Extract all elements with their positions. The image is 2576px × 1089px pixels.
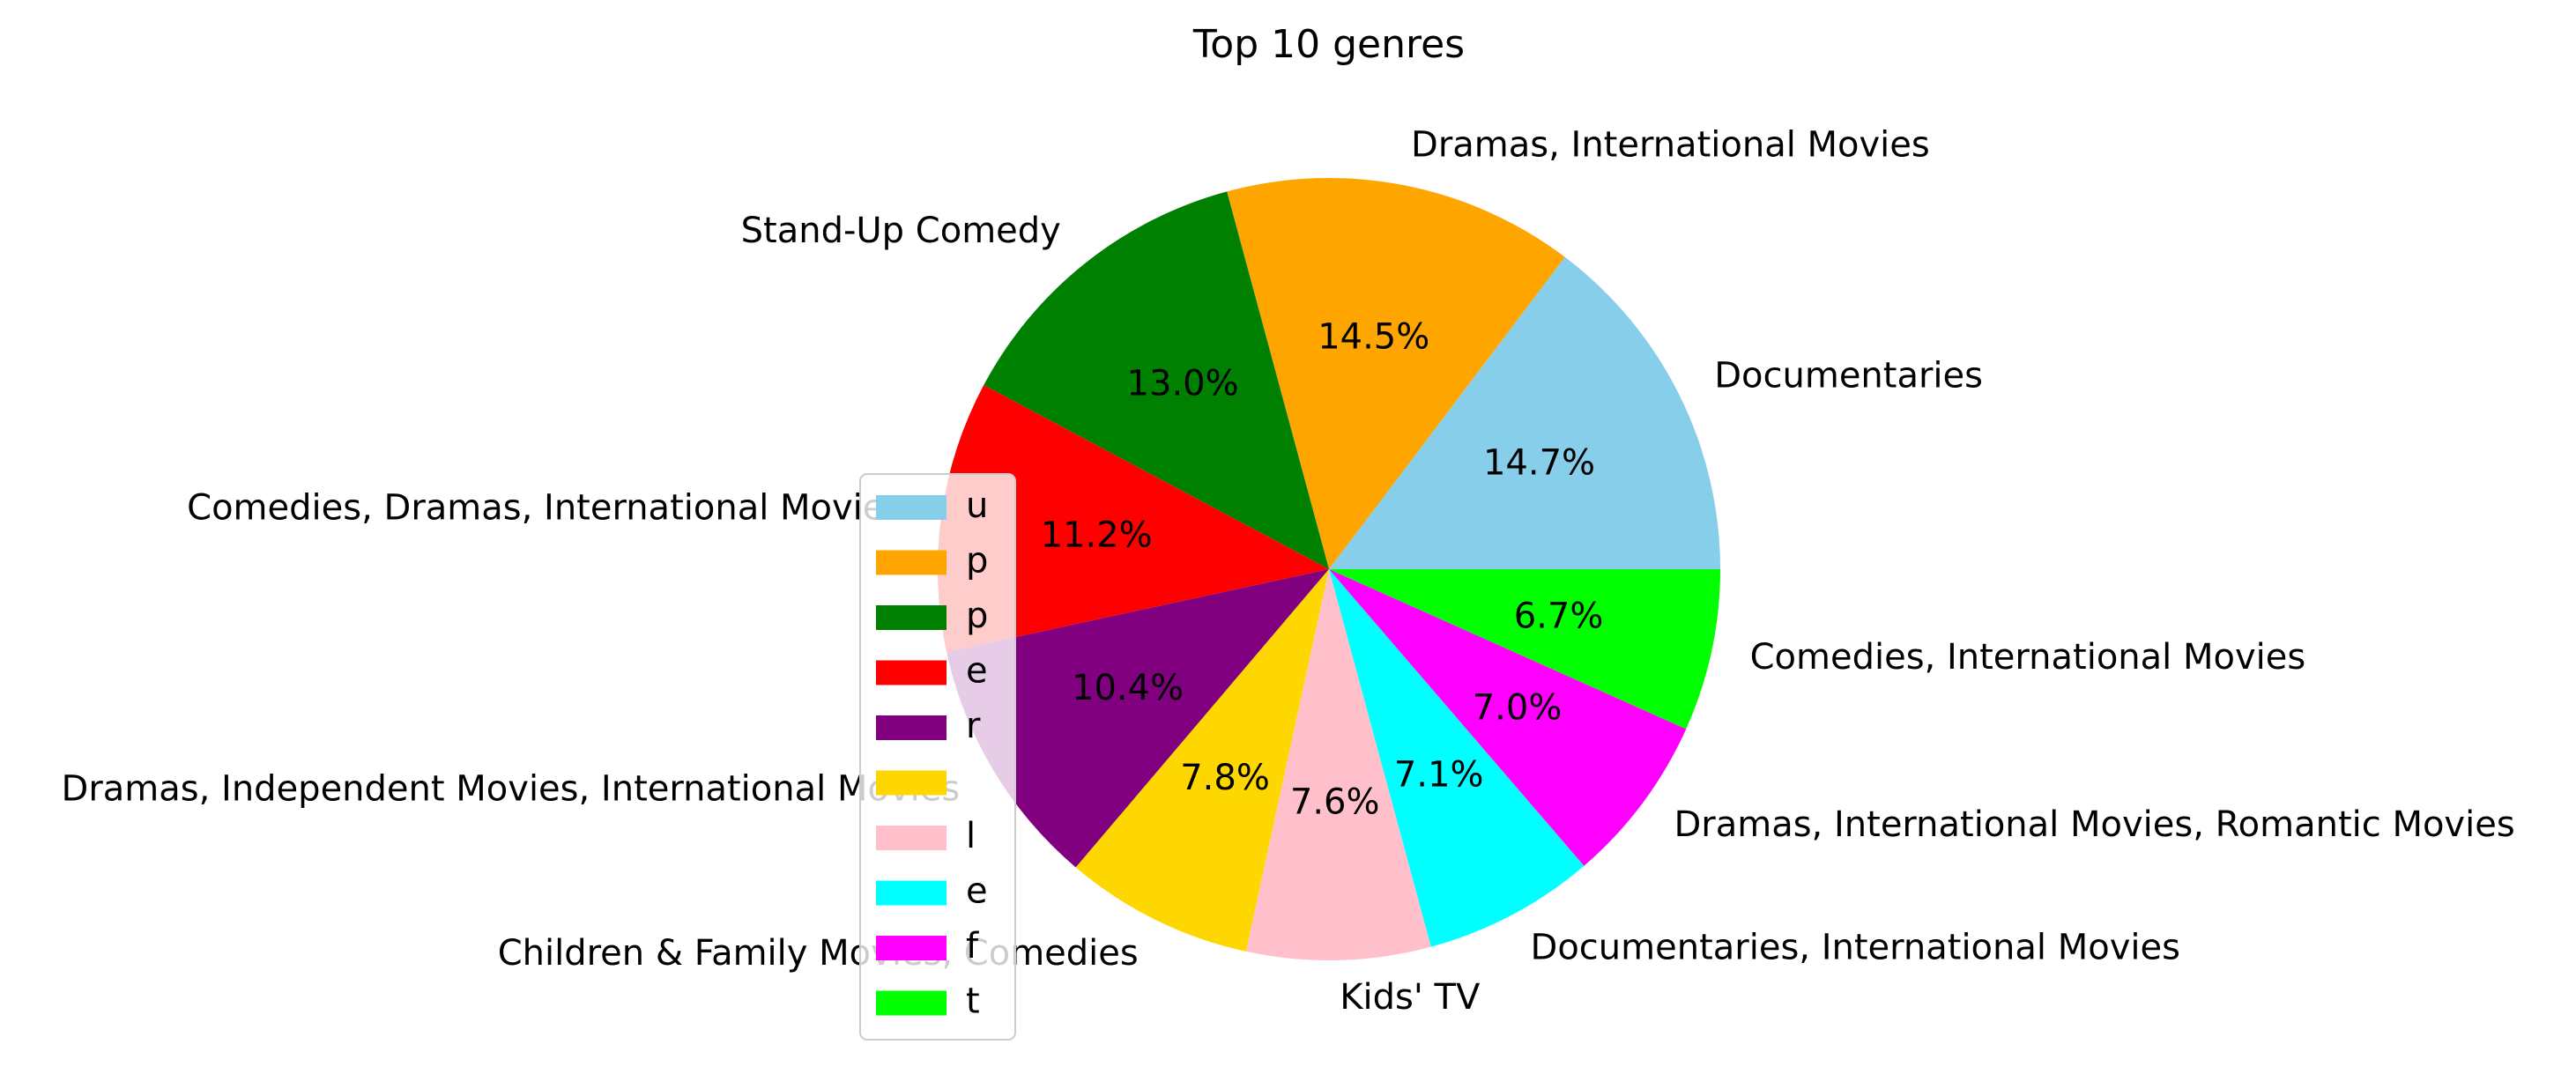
slice-label: Children & Family Movies, Comedies — [498, 933, 1139, 974]
percent-label: 10.4% — [1072, 668, 1184, 708]
pie-slice — [1227, 178, 1565, 569]
legend-swatch — [876, 605, 947, 630]
legend-label: u — [966, 485, 988, 526]
pie-slice — [947, 569, 1329, 868]
legend-swatch — [876, 826, 947, 850]
slice-label: Dramas, Independent Movies, Internationa… — [62, 768, 961, 809]
legend-swatch — [876, 770, 947, 796]
legend-label: t — [966, 982, 980, 1022]
legend-label: e — [966, 651, 988, 692]
percent-label: 14.7% — [1483, 442, 1595, 483]
chart-title: Top 10 genres — [1192, 22, 1465, 67]
pie-slices — [937, 178, 1720, 960]
percent-label: 7.8% — [1180, 758, 1270, 798]
percent-labels: 14.7% 14.5% 13.0% 11.2% 10.4% 7.8% 7.6% 7.1% 7.0… — [1041, 316, 1604, 822]
legend-swatch — [876, 880, 947, 906]
percent-label: 6.7% — [1514, 596, 1604, 637]
legend-swatch — [876, 990, 947, 1016]
pie-slice — [1329, 569, 1687, 866]
legend-label: l — [966, 816, 976, 856]
legend-label: f — [966, 926, 979, 967]
slice-label: Comedies, International Movies — [1750, 637, 2306, 678]
pie-slice — [937, 385, 1329, 653]
pie-slice — [1329, 256, 1720, 569]
slice-label: Documentaries — [1714, 355, 1983, 396]
percent-label: 13.0% — [1127, 364, 1239, 404]
percent-label: 11.2% — [1041, 515, 1153, 555]
pie-slice — [1329, 569, 1720, 730]
slice-label: Kids' TV — [1340, 977, 1481, 1018]
slice-label: Comedies, Dramas, International Movies — [187, 488, 902, 529]
percent-label: 7.0% — [1473, 687, 1563, 728]
legend-label: r — [966, 706, 981, 746]
legend-label: p — [966, 596, 988, 636]
legend-swatch — [876, 715, 947, 740]
legend-swatch — [876, 936, 947, 960]
slice-label: Dramas, International Movies — [1411, 125, 1930, 166]
slice-labels: Documentaries Dramas, International Movie… — [62, 125, 2515, 1019]
legend-swatch — [876, 495, 947, 520]
legend-swatch — [876, 550, 947, 575]
pie-slice — [1075, 569, 1329, 952]
percent-label: 7.1% — [1394, 754, 1484, 795]
pie-slice — [1329, 569, 1585, 947]
slice-label: Stand-Up Comedy — [741, 211, 1061, 251]
legend-label: e — [966, 871, 988, 912]
pie-slice — [984, 191, 1329, 570]
percent-label: 7.6% — [1290, 782, 1380, 822]
slice-label: Dramas, International Movies, Romantic M… — [1674, 804, 2514, 845]
percent-label: 14.5% — [1318, 316, 1429, 357]
legend-swatch — [876, 660, 947, 685]
pie-slice — [1245, 569, 1431, 960]
slice-label: Documentaries, International Movies — [1531, 928, 2180, 968]
legend-label: p — [966, 541, 988, 582]
